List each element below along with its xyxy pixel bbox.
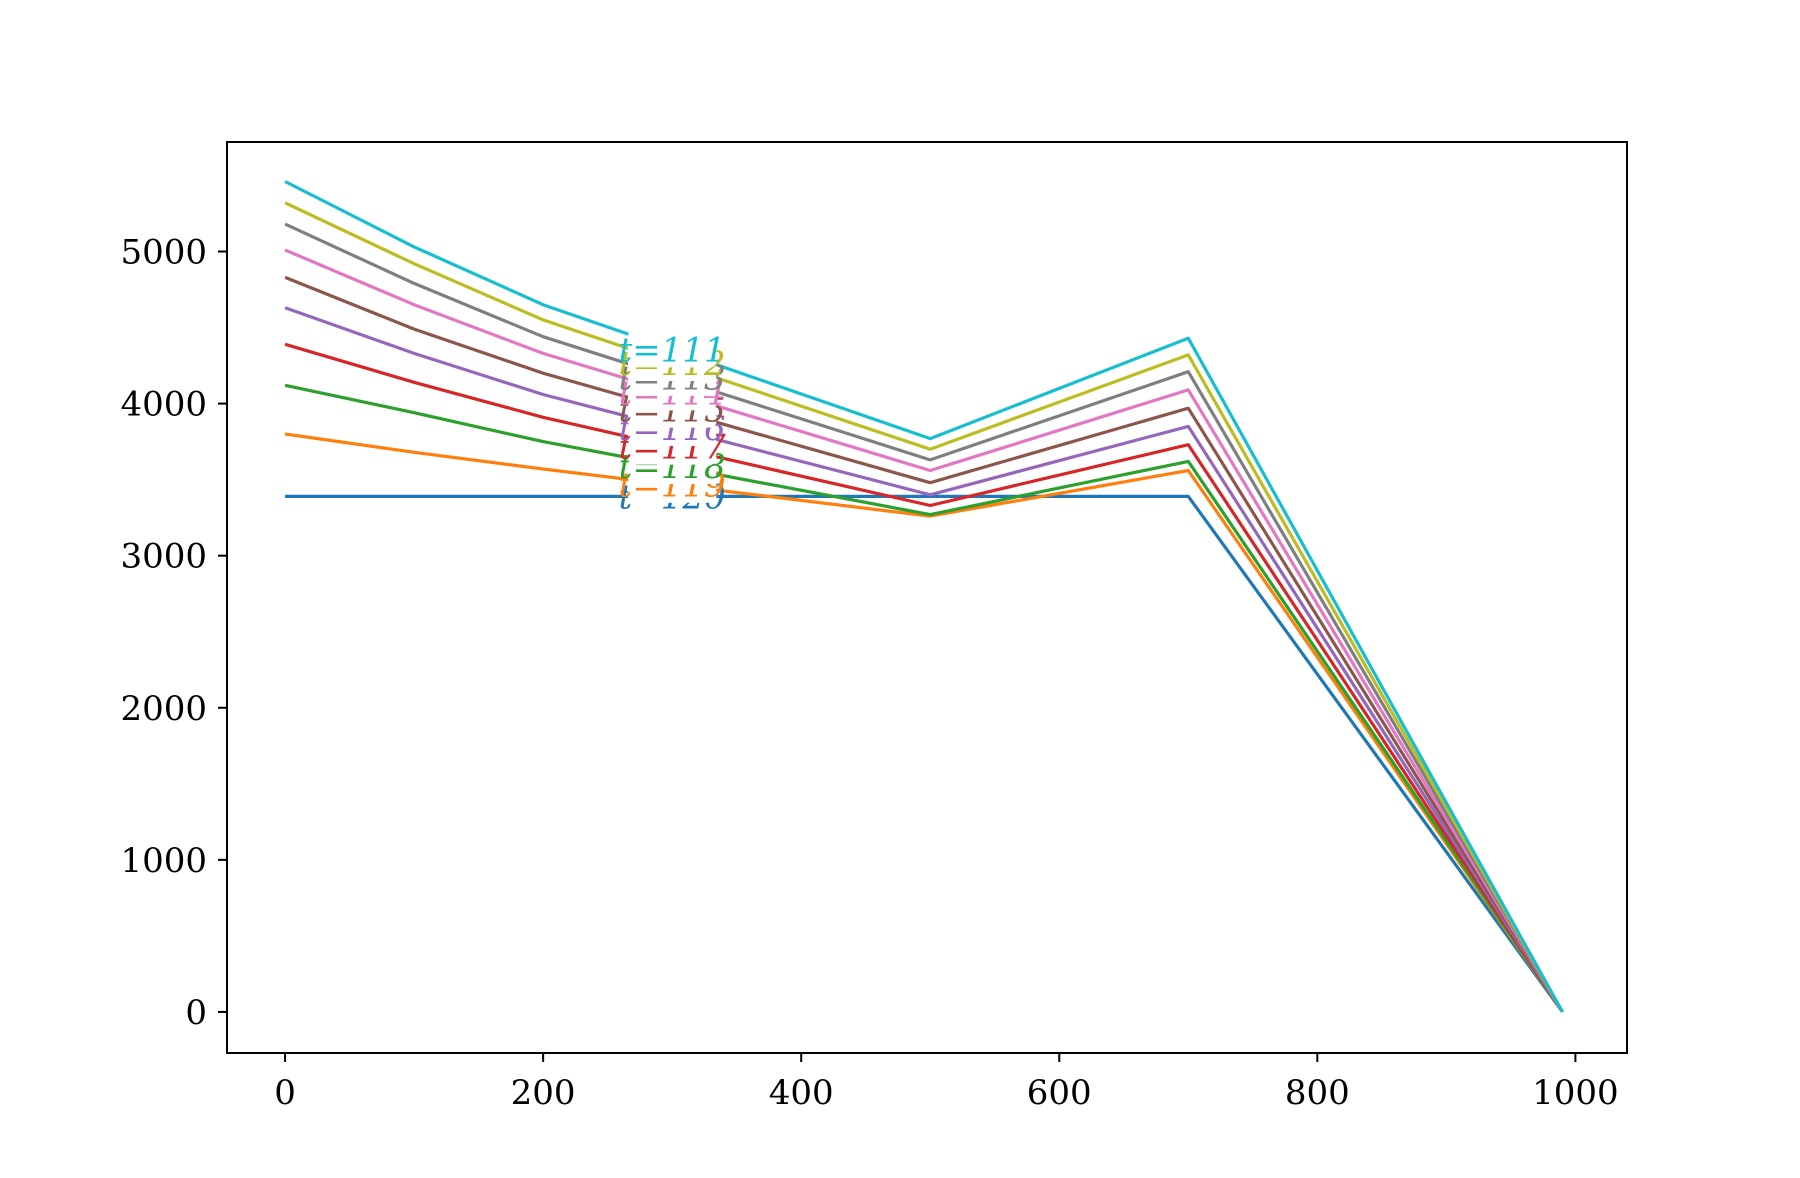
plot-frame — [226, 141, 1628, 1054]
series-line-4 — [284, 342, 1564, 1013]
y-tick-label: 2000 — [120, 689, 207, 729]
y-tick-label: 1000 — [120, 841, 207, 881]
series-line-8 — [284, 222, 1564, 1013]
series-line-9 — [284, 201, 1564, 1013]
inline-series-labels: t=120t=119t=118t=117t=116t=115t=114t=113… — [619, 329, 726, 517]
series-lines — [284, 180, 1564, 1013]
series-label-text: t=111 — [619, 330, 726, 370]
y-tick-label: 5000 — [120, 233, 207, 273]
series-label-box — [628, 329, 717, 368]
series-line-7 — [284, 248, 1564, 1013]
series-line-2 — [284, 432, 1564, 1013]
x-tick-label: 400 — [769, 1073, 834, 1113]
x-tick-label: 800 — [1285, 1073, 1350, 1113]
y-tick-label: 4000 — [120, 385, 207, 425]
y-tick-label: 0 — [185, 993, 207, 1033]
series-line-1 — [285, 494, 1564, 1013]
x-tick-label: 200 — [511, 1073, 576, 1113]
series-line-3 — [284, 383, 1564, 1013]
series-label-10: t=111 — [619, 329, 726, 370]
y-tick-label: 3000 — [120, 537, 207, 577]
x-tick-label: 1000 — [1532, 1073, 1619, 1113]
x-tick-label: 0 — [274, 1073, 296, 1113]
x-axis: 0 200 400 600 800 1000 — [274, 1053, 1619, 1113]
series-line-5 — [284, 306, 1564, 1013]
series-line-10 — [284, 180, 1564, 1013]
x-tick-label: 600 — [1027, 1073, 1092, 1113]
y-axis: 0 1000 2000 3000 4000 5000 — [120, 233, 227, 1033]
series-line-6 — [284, 275, 1564, 1013]
